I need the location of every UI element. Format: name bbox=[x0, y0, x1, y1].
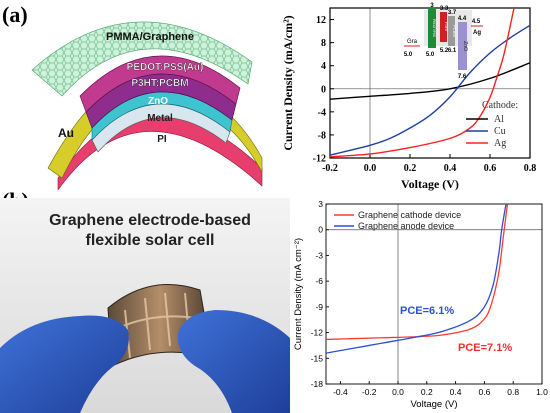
band-material-label: ZnO bbox=[462, 41, 468, 51]
x-tick-label: 0.2 bbox=[404, 163, 417, 174]
y-tick-label: 0 bbox=[321, 84, 326, 95]
band-pcbm bbox=[448, 16, 455, 46]
y-axis-label: Current Density (mA/cm²) bbox=[281, 15, 295, 150]
band-top-value: 4.4 bbox=[458, 16, 467, 22]
band-material-label: PCBM bbox=[452, 25, 457, 37]
x-tick-label: -0.4 bbox=[333, 387, 348, 397]
y-tick-label: 3 bbox=[318, 199, 323, 209]
band-zno bbox=[458, 22, 467, 70]
series-line-anode bbox=[326, 204, 507, 354]
series-line-cu bbox=[330, 24, 530, 156]
chart-jv-graphene: -0.4 -0.2 0.0 0.2 0.4 0.6 0.8 1.0 3 0 -3 -6 -9 -12 -15… bbox=[293, 199, 548, 410]
band-bottom-value: 5.0 bbox=[404, 52, 413, 58]
glove-left bbox=[0, 315, 129, 413]
x-tick-label: 0.2 bbox=[421, 387, 433, 397]
x-tick-label: 0.0 bbox=[392, 387, 404, 397]
x-axis-label: Voltage (V) bbox=[411, 399, 458, 410]
au-label: Au bbox=[58, 126, 74, 140]
band-p3ht bbox=[440, 12, 447, 42]
band-material-label: P3HT bbox=[444, 22, 449, 33]
band-bottom-value: 7.6 bbox=[458, 74, 467, 80]
band-bottom-value: 5.0 bbox=[426, 52, 435, 58]
band-pedot bbox=[428, 8, 436, 48]
band-top-value: 4.5 bbox=[472, 19, 481, 25]
y-tick-label: -8 bbox=[318, 130, 326, 141]
annotation-pce-cathode: PCE=7.1% bbox=[458, 342, 512, 354]
x-tick-label: 0.0 bbox=[364, 163, 377, 174]
y-tick-label: -18 bbox=[311, 379, 324, 389]
series-line-ag bbox=[330, 8, 515, 158]
legend-entry: Ag bbox=[494, 138, 506, 149]
x-tick-label: -0.2 bbox=[322, 163, 338, 174]
x-tick-label: 1.0 bbox=[536, 387, 548, 397]
series-line-al bbox=[330, 62, 530, 100]
layer-label-zno: ZnO bbox=[148, 96, 168, 107]
y-tick-label: -15 bbox=[311, 353, 324, 363]
layer-label-pi: PI bbox=[157, 134, 167, 145]
band-bottom-value: 6.1 bbox=[448, 48, 457, 54]
y-tick-label: 8 bbox=[321, 38, 326, 49]
band-material-label: Gra bbox=[407, 39, 418, 45]
layer-label-p3ht: P3HT:PCBM bbox=[131, 78, 188, 89]
y-tick-label: 12 bbox=[316, 15, 326, 26]
legend-entry: Graphene cathode device bbox=[358, 210, 461, 220]
layer-label-pmma: PMMA/Graphene bbox=[106, 31, 194, 43]
x-tick-label: 0.8 bbox=[524, 163, 537, 174]
photo-caption-line1: Graphene electrode-based bbox=[49, 212, 251, 229]
band-material-label: Ag bbox=[473, 30, 481, 36]
x-tick-label: 0.4 bbox=[450, 387, 462, 397]
y-tick-label: -9 bbox=[315, 302, 323, 312]
band-top-value: 3 bbox=[430, 3, 434, 9]
layer-label-pedot: PEDOT:PSS(Au) bbox=[127, 62, 204, 73]
y-tick-label: -12 bbox=[311, 328, 324, 338]
legend-entry: Al bbox=[494, 114, 504, 125]
layer-label-metal: Metal bbox=[147, 113, 173, 124]
y-axis-label: Current Density (mA cm⁻²) bbox=[293, 238, 304, 350]
annotation-pce-anode: PCE=6.1% bbox=[400, 305, 454, 317]
band-diagram-inset: 3 3.33.74.4 4.5 5.0 5.0 5.2 6.1 7.6 Gra PEDOT:PSS… bbox=[404, 3, 483, 80]
x-tick-label: 0.6 bbox=[478, 387, 490, 397]
y-tick-label: 4 bbox=[321, 61, 326, 72]
glove-right bbox=[177, 310, 290, 413]
y-tick-label: -6 bbox=[315, 276, 323, 286]
pedot-layer bbox=[79, 55, 241, 113]
band-bottom-value: 5.2 bbox=[440, 48, 449, 54]
y-tick-label: -4 bbox=[318, 107, 326, 118]
legend-entry: Graphene anode device bbox=[358, 221, 454, 231]
legend-title: Cathode: bbox=[482, 100, 518, 111]
band-top-value: 3.3 bbox=[440, 6, 449, 12]
band-top-value: 3.7 bbox=[448, 10, 457, 16]
y-tick-label: 0 bbox=[318, 225, 323, 235]
chart-jv-cathode: -0.2 0.0 0.2 0.4 0.6 0.8 -12 -8 -4 0 4 8 12 Voltage (… bbox=[281, 3, 537, 191]
x-axis-label: Voltage (V) bbox=[401, 177, 459, 191]
series-line-cathode bbox=[326, 204, 509, 341]
device-schematic: PMMA/Graphene PEDOT:PSS(Au) P3HT:PCBM Zn… bbox=[31, 21, 263, 190]
legend-entry: Cu bbox=[494, 126, 506, 137]
photo-caption-line2: flexible solar cell bbox=[86, 232, 215, 249]
panel-label-a: (a) bbox=[2, 2, 28, 27]
x-tick-label: 0.4 bbox=[444, 163, 457, 174]
band-material-label: PEDOT:PSS bbox=[432, 19, 436, 37]
plot-frame bbox=[325, 203, 543, 385]
x-tick-label: -0.2 bbox=[362, 387, 377, 397]
y-tick-label: -12 bbox=[313, 154, 326, 165]
device-photo: Graphene electrode-based flexible solar … bbox=[0, 198, 290, 413]
x-tick-label: 0.6 bbox=[484, 163, 497, 174]
y-tick-label: -3 bbox=[315, 250, 323, 260]
x-tick-label: 0.8 bbox=[507, 387, 519, 397]
